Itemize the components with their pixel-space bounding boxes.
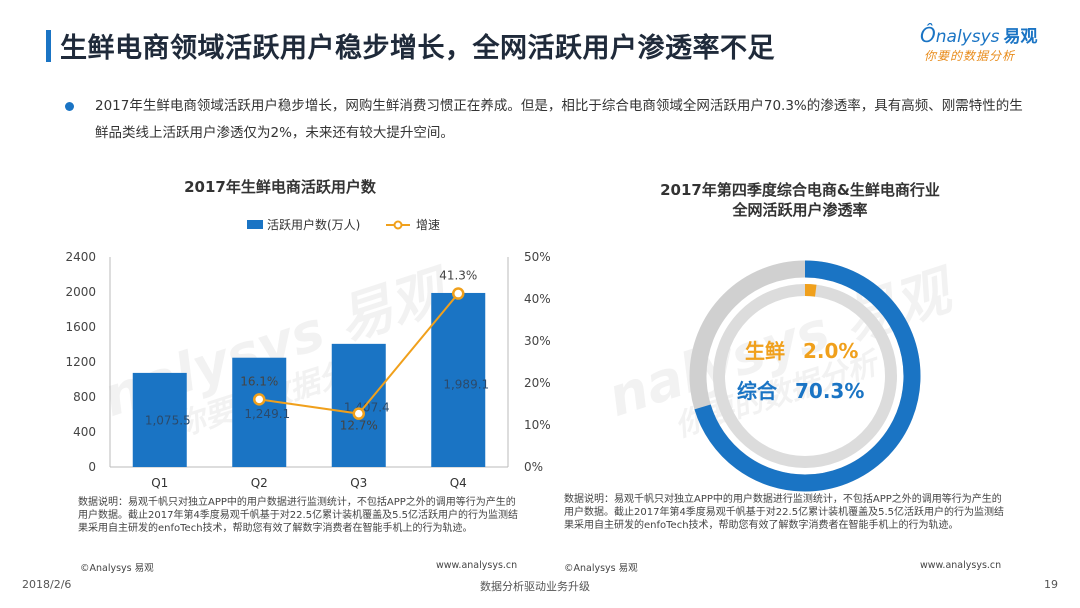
page-title: 生鲜电商领域活跃用户稳步增长，全网活跃用户渗透率不足 — [60, 33, 775, 64]
logo-o-mark: Ô — [920, 23, 936, 47]
y-left-tick-label: 400 — [73, 425, 96, 439]
donut-shengxian-arc — [713, 284, 897, 468]
y-left-tick-label: 2000 — [65, 285, 96, 299]
right-chart-title-line1: 2017年第四季度综合电商&生鲜电商行业 — [660, 181, 940, 199]
donut-shengxian-value: 2.0% — [803, 339, 858, 363]
legend-line-label: 增速 — [416, 218, 440, 232]
footer-slogan: 数据分析驱动业务升级 — [480, 580, 590, 593]
donut-zonghe-value: 70.3% — [795, 379, 864, 403]
analysys-logo: Ônalysys 易观 你要的数据分析 — [920, 22, 1060, 70]
y-right-tick-label: 10% — [524, 418, 551, 432]
growth-point — [452, 287, 465, 300]
donut-zonghe-name: 综合 — [737, 379, 778, 403]
bar-value-label: 1,075.5 — [145, 414, 191, 428]
growth-value-label: 12.7% — [340, 419, 378, 433]
bar-Q3 — [331, 343, 386, 467]
growth-value-label: 41.3% — [439, 269, 477, 283]
left-data-note: 数据说明：易观千帆只对独立APP中的用户数据进行监测统计，不包括APP之外的调用… — [78, 497, 518, 534]
footer-date: 2018/2/6 — [22, 578, 72, 591]
bullet-text: 2017年生鲜电商领域活跃用户稳步增长，网购生鲜消费习惯正在养成。但是，相比于综… — [95, 98, 1023, 141]
y-right-tick-label: 30% — [524, 334, 551, 348]
growth-point — [352, 407, 365, 420]
y-left-tick-label: 800 — [73, 390, 96, 404]
y-left-tick-label: 1600 — [65, 320, 96, 334]
bullet-dot-icon — [65, 102, 74, 111]
y-left-tick-label: 1200 — [65, 355, 96, 369]
donut-shengxian-track — [713, 284, 897, 468]
right-source: ©Analysys 易观 — [564, 563, 638, 574]
right-chart-title-line2: 全网活跃用户渗透率 — [732, 201, 868, 219]
logo-tagline: 你要的数据分析 — [924, 49, 1016, 63]
title-accent-bar — [46, 30, 51, 62]
y-right-tick-label: 50% — [524, 250, 551, 264]
logo-text: nalysys — [935, 27, 1000, 47]
growth-value-label: 16.1% — [240, 374, 278, 388]
page-number: 19 — [1044, 578, 1058, 591]
penetration-donut-chart: 生鲜 2.0% 综合 70.3% — [689, 260, 921, 492]
y-left-tick-label: 0 — [88, 460, 96, 474]
bar-Q2 — [232, 357, 287, 467]
growth-point — [253, 393, 266, 406]
y-right-tick-label: 20% — [524, 376, 551, 390]
y-right-tick-label: 0% — [524, 460, 543, 474]
legend-bar-label: 活跃用户数(万人) — [267, 217, 360, 232]
logo-cn: 易观 — [1003, 27, 1038, 47]
bar-value-label: 1,989.1 — [443, 378, 489, 392]
left-website: www.analysys.cn — [436, 560, 518, 571]
x-tick-label: Q3 — [350, 476, 367, 490]
active-users-chart: 活跃用户数(万人) 增速 0 400 800 1200 1600 2000 2400 0% 10% 2… — [65, 217, 551, 490]
bar-Q4 — [431, 292, 486, 467]
right-website: www.analysys.cn — [920, 560, 1002, 571]
bar-value-label: 1,249.1 — [244, 407, 290, 421]
bar-Q1 — [132, 372, 187, 467]
legend-line-marker — [393, 220, 403, 230]
left-source: ©Analysys 易观 — [80, 563, 154, 574]
y-right-tick-label: 40% — [524, 292, 551, 306]
y-left-tick-label: 2400 — [65, 250, 96, 264]
donut-zonghe-arc — [689, 260, 921, 492]
left-chart-title: 2017年生鲜电商活跃用户数 — [184, 178, 376, 196]
donut-shengxian-name: 生鲜 — [745, 339, 785, 363]
legend-bar-swatch — [247, 220, 263, 229]
x-tick-label: Q2 — [251, 476, 268, 490]
x-tick-label: Q1 — [151, 476, 168, 490]
x-tick-label: Q4 — [450, 476, 467, 490]
right-data-note: 数据说明：易观千帆只对独立APP中的用户数据进行监测统计，不包括APP之外的调用… — [564, 494, 1004, 531]
right-chart-title: 2017年第四季度综合电商&生鲜电商行业 全网活跃用户渗透率 — [600, 180, 1000, 220]
